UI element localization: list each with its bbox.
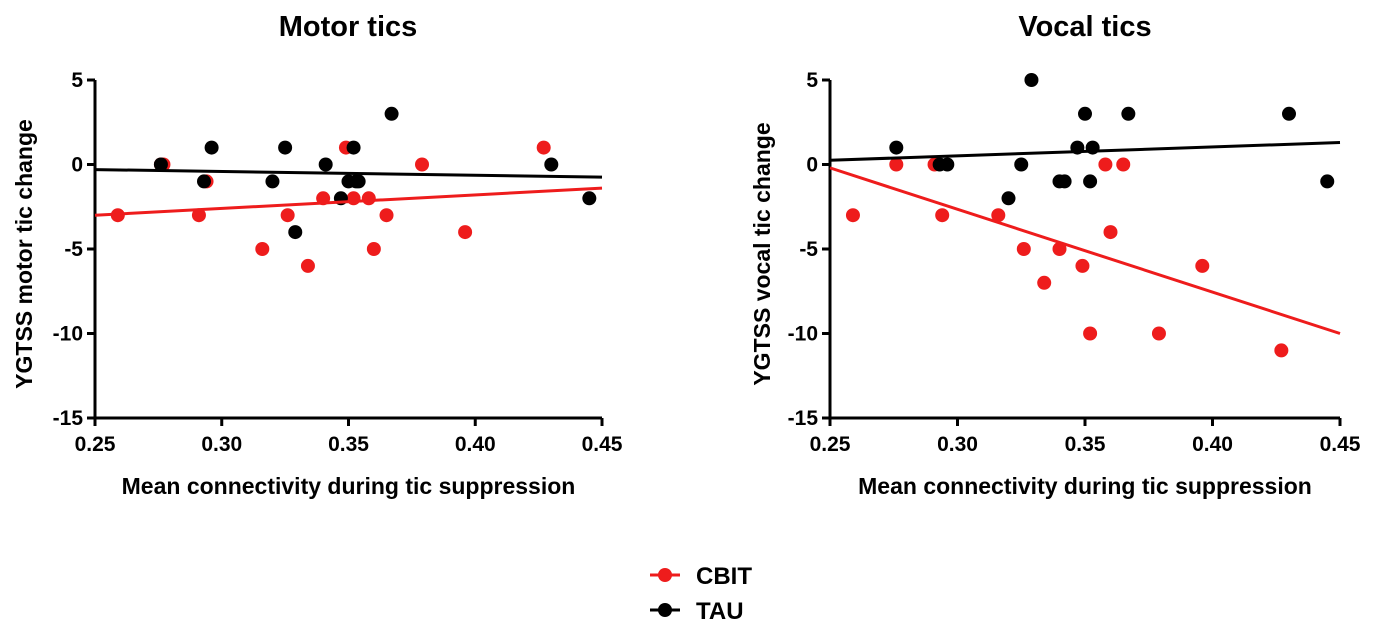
y-tick-label-vocal: -10 xyxy=(788,323,818,346)
data-point-cbit xyxy=(1098,157,1113,172)
x-tick-label-vocal: 0.25 xyxy=(810,433,851,456)
data-point-cbit xyxy=(280,208,295,223)
data-point-tau xyxy=(204,140,219,155)
data-point-cbit xyxy=(300,258,315,273)
data-point-cbit xyxy=(191,208,206,223)
data-point-tau xyxy=(1083,174,1098,189)
y-tick-label-motor: -15 xyxy=(53,407,84,430)
data-point-tau xyxy=(1024,73,1039,87)
data-point-tau xyxy=(346,140,361,155)
y-tick-label-vocal: 5 xyxy=(806,69,818,92)
data-point-tau xyxy=(940,157,955,172)
y-tick-label-vocal: -15 xyxy=(788,407,819,430)
data-point-cbit xyxy=(361,191,376,206)
x-axis-label-vocal: Mean connectivity during tic suppression xyxy=(858,473,1312,499)
data-point-cbit xyxy=(1052,242,1067,256)
data-point-tau xyxy=(1121,106,1136,121)
legend-cbit-marker xyxy=(658,568,672,582)
data-point-tau xyxy=(351,174,366,189)
data-point-cbit xyxy=(1075,258,1090,273)
fit-line-cbit-motor xyxy=(94,186,603,217)
y-tick-label-motor: -10 xyxy=(53,323,83,346)
data-point-cbit xyxy=(845,208,860,223)
data-point-cbit xyxy=(458,225,473,240)
data-point-cbit xyxy=(991,208,1006,223)
y-axis-label-vocal: YGTSS vocal tic change xyxy=(749,122,775,385)
data-point-tau xyxy=(1320,174,1335,189)
data-point-cbit xyxy=(346,191,361,206)
data-point-cbit xyxy=(1016,242,1031,256)
y-tick-label-motor: 5 xyxy=(71,69,83,92)
fit-line-tau-vocal xyxy=(829,141,1341,162)
data-point-cbit xyxy=(366,242,381,256)
x-tick-label-vocal: 0.45 xyxy=(1320,433,1361,456)
fit-line-cbit-vocal xyxy=(829,166,1341,335)
data-point-tau xyxy=(278,140,293,155)
data-point-tau xyxy=(318,157,333,172)
data-point-cbit xyxy=(889,157,904,172)
chart-title-vocal: Vocal tics xyxy=(1018,11,1151,43)
x-tick-label-motor: 0.40 xyxy=(455,433,496,456)
data-point-cbit xyxy=(1274,343,1289,358)
data-point-tau xyxy=(153,157,168,172)
data-point-tau xyxy=(265,174,280,189)
data-point-tau xyxy=(288,225,303,240)
series-tau-motor xyxy=(153,106,597,240)
x-tick-label-vocal: 0.30 xyxy=(937,433,978,456)
x-tick-label-vocal: 0.40 xyxy=(1192,433,1233,456)
legend-item-cbit: CBIT xyxy=(650,563,752,590)
data-point-cbit xyxy=(415,157,430,172)
data-point-tau xyxy=(197,174,212,189)
x-tick-label-vocal: 0.35 xyxy=(1065,433,1106,456)
y-tick-label-vocal: -5 xyxy=(799,238,818,261)
x-tick-label-motor: 0.45 xyxy=(582,433,623,456)
series-tau-vocal xyxy=(889,73,1335,206)
data-point-tau xyxy=(384,106,399,121)
fit-line-tau-motor xyxy=(94,168,603,179)
data-point-cbit xyxy=(1083,326,1098,341)
legend-item-tau: TAU xyxy=(650,598,744,625)
data-point-cbit xyxy=(1195,258,1210,273)
chart-vocal: Vocal tics 5 0 -5 -10 -15 0.25 0.30 0.35 0.40 0.45… xyxy=(749,11,1361,499)
legend-tau-marker xyxy=(658,603,672,617)
data-point-tau xyxy=(1057,174,1072,189)
data-point-cbit xyxy=(1103,225,1118,240)
data-point-tau xyxy=(1078,106,1092,121)
data-point-cbit xyxy=(379,208,394,223)
data-point-tau xyxy=(544,157,559,172)
chart-motor: Motor tics 5 0 -5 -10 -15 0.25 0.30 0.35 0.40 0.45… xyxy=(11,11,623,499)
data-point-tau xyxy=(889,140,904,155)
data-point-cbit xyxy=(1037,275,1052,290)
data-point-cbit xyxy=(1151,326,1166,341)
data-point-cbit xyxy=(935,208,950,223)
data-point-tau xyxy=(582,191,597,206)
data-point-tau xyxy=(1282,106,1296,121)
series-cbit-vocal xyxy=(845,157,1289,358)
data-point-tau xyxy=(1001,191,1016,206)
y-tick-label-vocal: 0 xyxy=(806,154,818,177)
x-tick-label-motor: 0.30 xyxy=(201,433,242,456)
data-point-cbit xyxy=(255,242,270,256)
data-point-cbit xyxy=(1116,157,1131,172)
x-axis-label-motor: Mean connectivity during tic suppression xyxy=(122,473,576,499)
data-point-tau xyxy=(1014,157,1029,172)
legend: CBIT TAU xyxy=(650,563,752,625)
x-tick-label-motor: 0.35 xyxy=(328,433,369,456)
x-tick-label-motor: 0.25 xyxy=(75,433,116,456)
y-tick-label-motor: -5 xyxy=(64,238,83,261)
legend-tau-label: TAU xyxy=(696,598,744,625)
y-tick-label-motor: 0 xyxy=(71,154,83,177)
legend-cbit-label: CBIT xyxy=(696,563,752,590)
data-point-cbit xyxy=(536,140,551,155)
y-axis-label-motor: YGTSS motor tic change xyxy=(11,119,37,389)
chart-title-motor: Motor tics xyxy=(279,11,418,43)
